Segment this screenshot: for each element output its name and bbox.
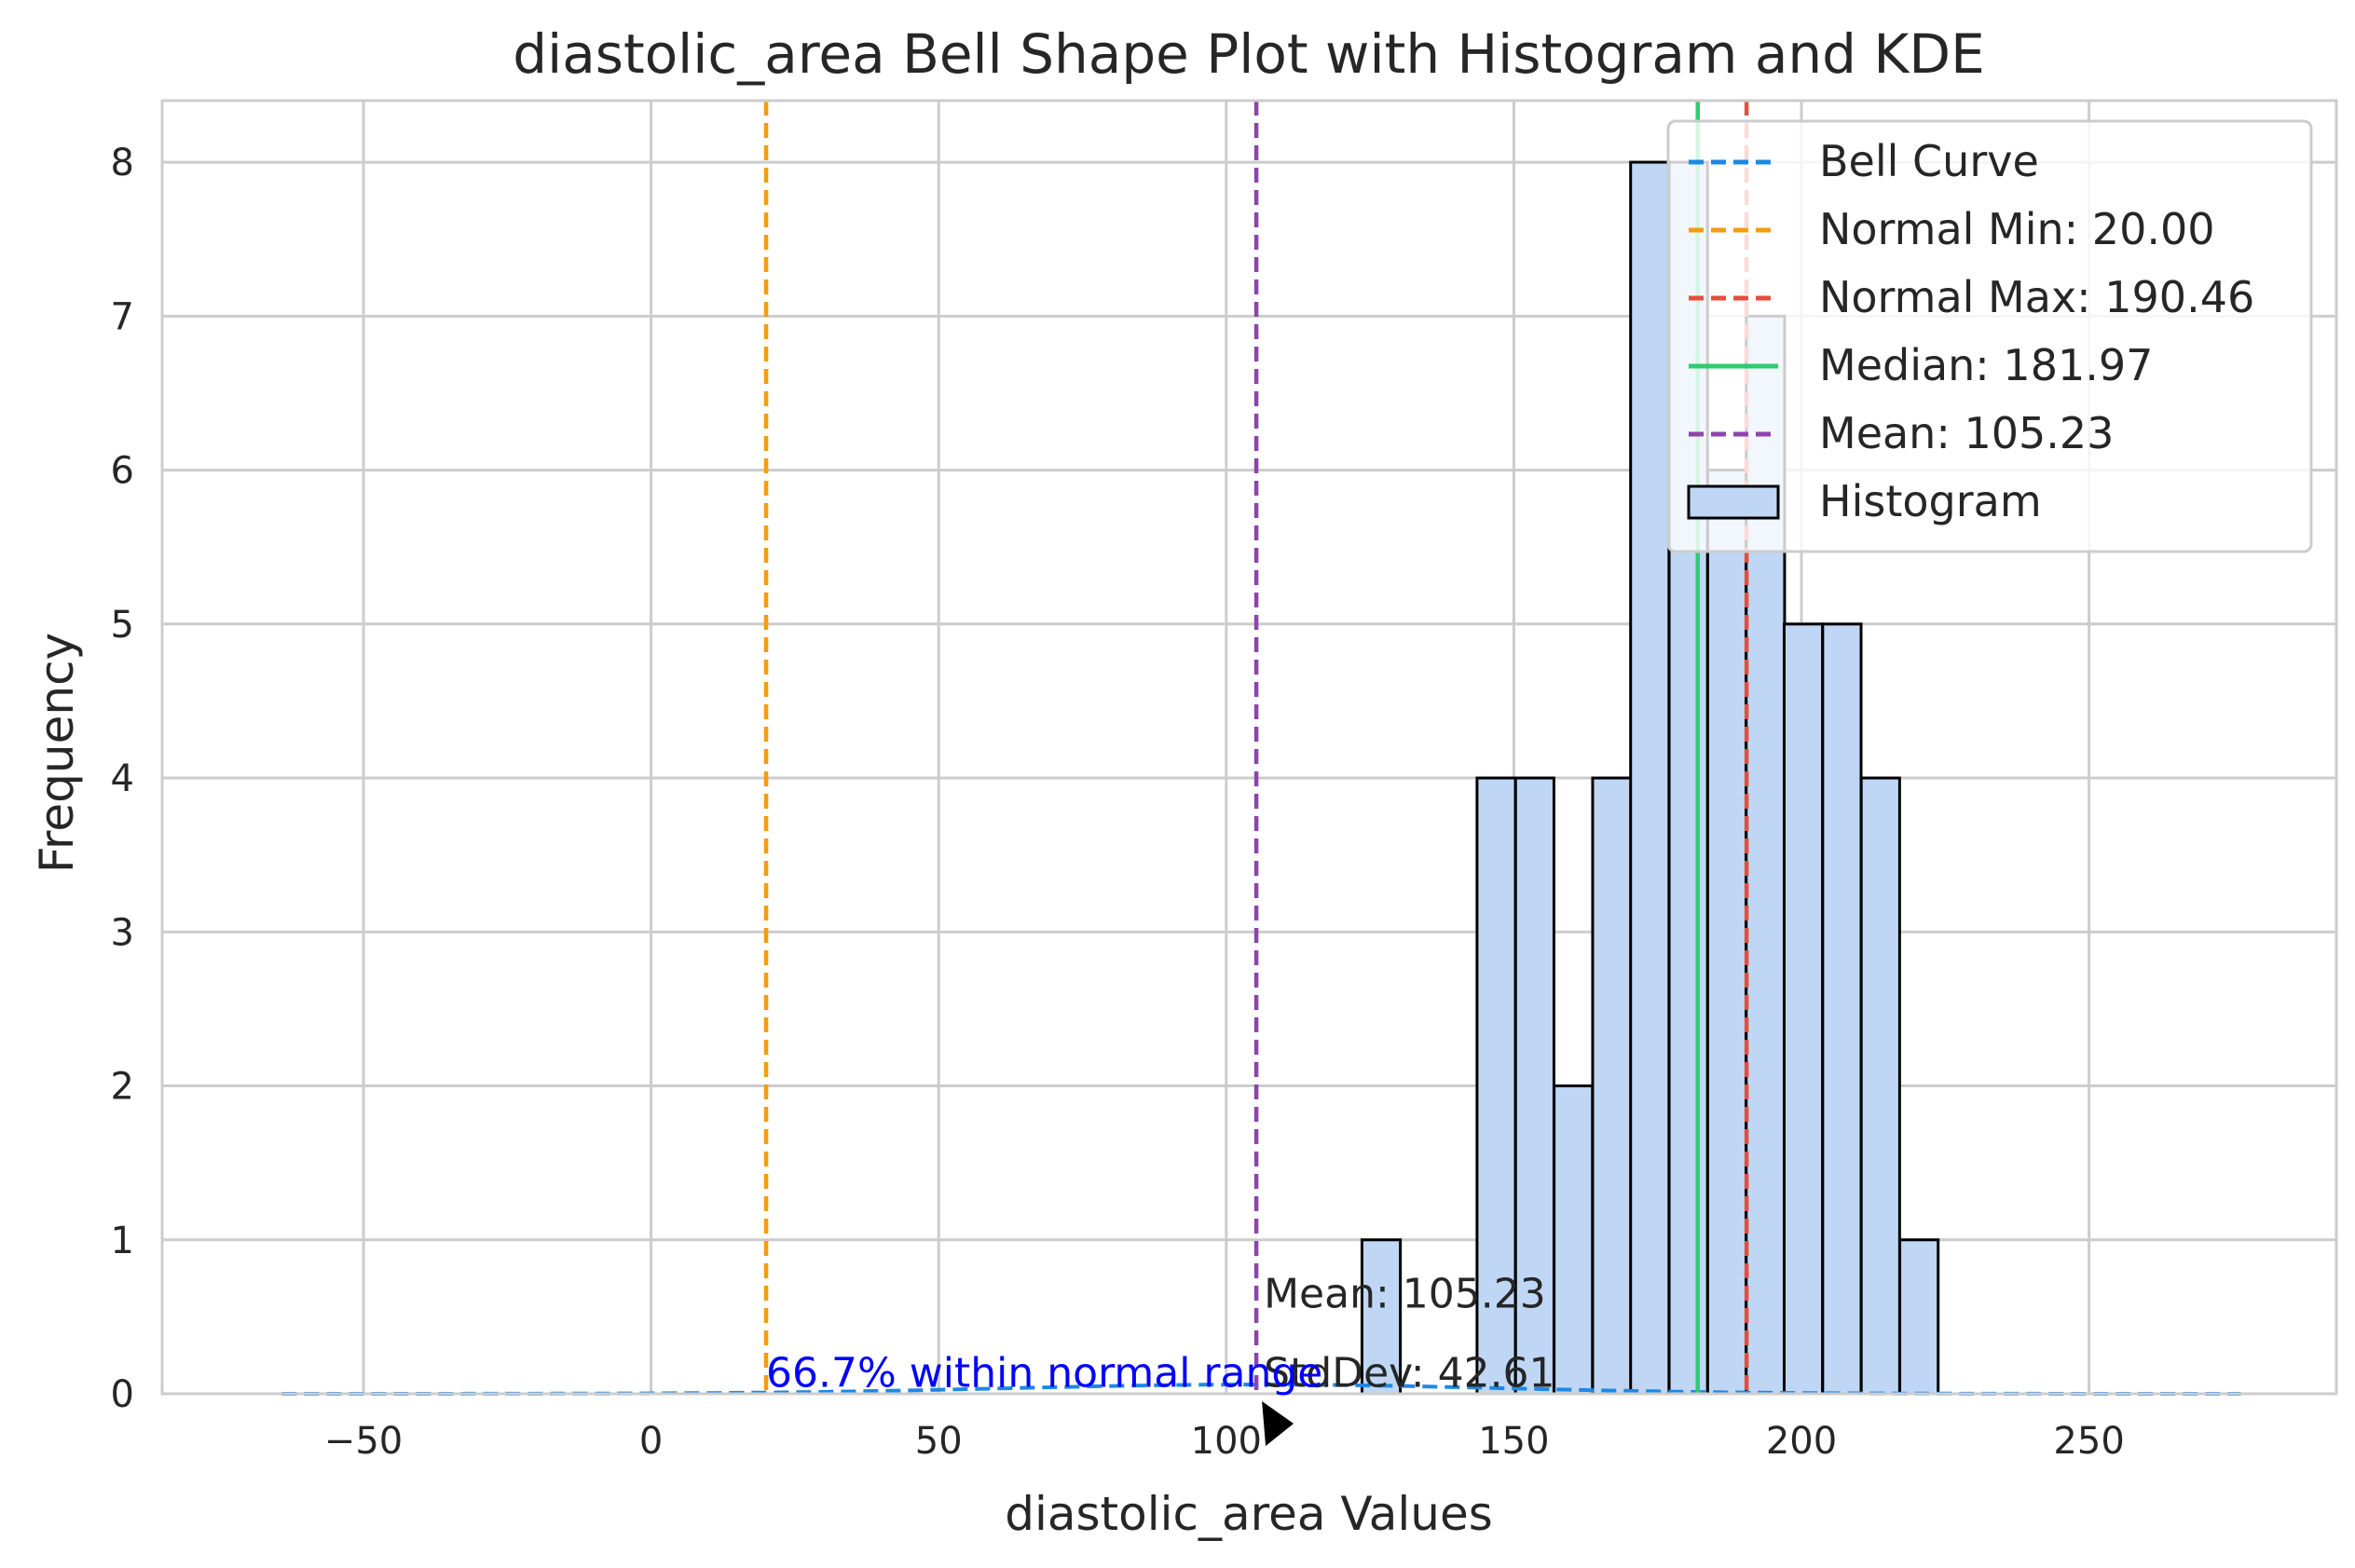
histogram-bar bbox=[1821, 622, 1863, 1396]
x-tick-label: 100 bbox=[1191, 1420, 1262, 1463]
y-tick-label: 1 bbox=[111, 1220, 134, 1262]
legend-swatch bbox=[1687, 484, 1780, 520]
histogram-bar bbox=[1782, 622, 1825, 1396]
legend-label: Bell Curve bbox=[1819, 136, 2039, 186]
histogram-bar bbox=[1705, 469, 1748, 1396]
histogram-bar bbox=[1513, 776, 1555, 1396]
x-tick-label: 50 bbox=[915, 1420, 963, 1463]
histogram-bar bbox=[1898, 1238, 1940, 1396]
x-tick-label: −50 bbox=[324, 1420, 403, 1463]
chart-title: diastolic_area Bell Shape Plot with Hist… bbox=[513, 22, 1984, 86]
histogram-bar bbox=[1859, 776, 1901, 1396]
histogram-bars bbox=[1360, 160, 1940, 1396]
x-tick-label: 150 bbox=[1478, 1420, 1549, 1463]
legend-label: Normal Min: 20.00 bbox=[1819, 204, 2215, 254]
histogram-bar bbox=[1591, 776, 1633, 1396]
histogram-bar bbox=[1629, 160, 1671, 1396]
y-tick-label: 4 bbox=[111, 757, 134, 800]
legend-label: Mean: 105.23 bbox=[1819, 408, 2114, 458]
legend-label: Median: 181.97 bbox=[1819, 340, 2153, 390]
mean-annotation: Mean: 105.23 bbox=[1264, 1271, 1546, 1318]
x-tick-label: 250 bbox=[2053, 1420, 2124, 1463]
legend-label: Histogram bbox=[1819, 476, 2042, 526]
x-axis-label: diastolic_area Values bbox=[1005, 1487, 1493, 1541]
annotation-arrow bbox=[1262, 1401, 1294, 1446]
plot-frame bbox=[160, 99, 2338, 1396]
y-axis-label: Frequency bbox=[30, 633, 84, 873]
tick-labels: −50 0 50 100 150 200 250 0 1 2 3 4 5 6 7 8 bbox=[111, 142, 2125, 1463]
normal-range-annotation: 66.7% within normal range bbox=[766, 1349, 1322, 1397]
y-tick-label: 2 bbox=[111, 1066, 134, 1109]
y-tick-label: 6 bbox=[111, 450, 134, 493]
y-tick-label: 3 bbox=[111, 911, 134, 954]
y-tick-label: 5 bbox=[111, 604, 134, 647]
x-tick-label: 0 bbox=[639, 1420, 663, 1463]
legend-box bbox=[1666, 119, 2313, 553]
y-tick-label: 0 bbox=[111, 1373, 134, 1416]
histogram-bar bbox=[1553, 1084, 1595, 1396]
plot-border bbox=[160, 99, 2338, 1396]
y-tick-label: 8 bbox=[111, 142, 134, 184]
stddev-annotation: StdDev: 42.61 bbox=[1264, 1349, 1554, 1397]
histogram-bar bbox=[1475, 776, 1517, 1396]
x-tick-label: 200 bbox=[1766, 1420, 1837, 1463]
legend-label: Normal Max: 190.46 bbox=[1819, 272, 2254, 322]
legend: Bell Curve Normal Min: 20.00 Normal Max: 1… bbox=[1666, 119, 2313, 553]
y-tick-label: 7 bbox=[111, 295, 134, 338]
